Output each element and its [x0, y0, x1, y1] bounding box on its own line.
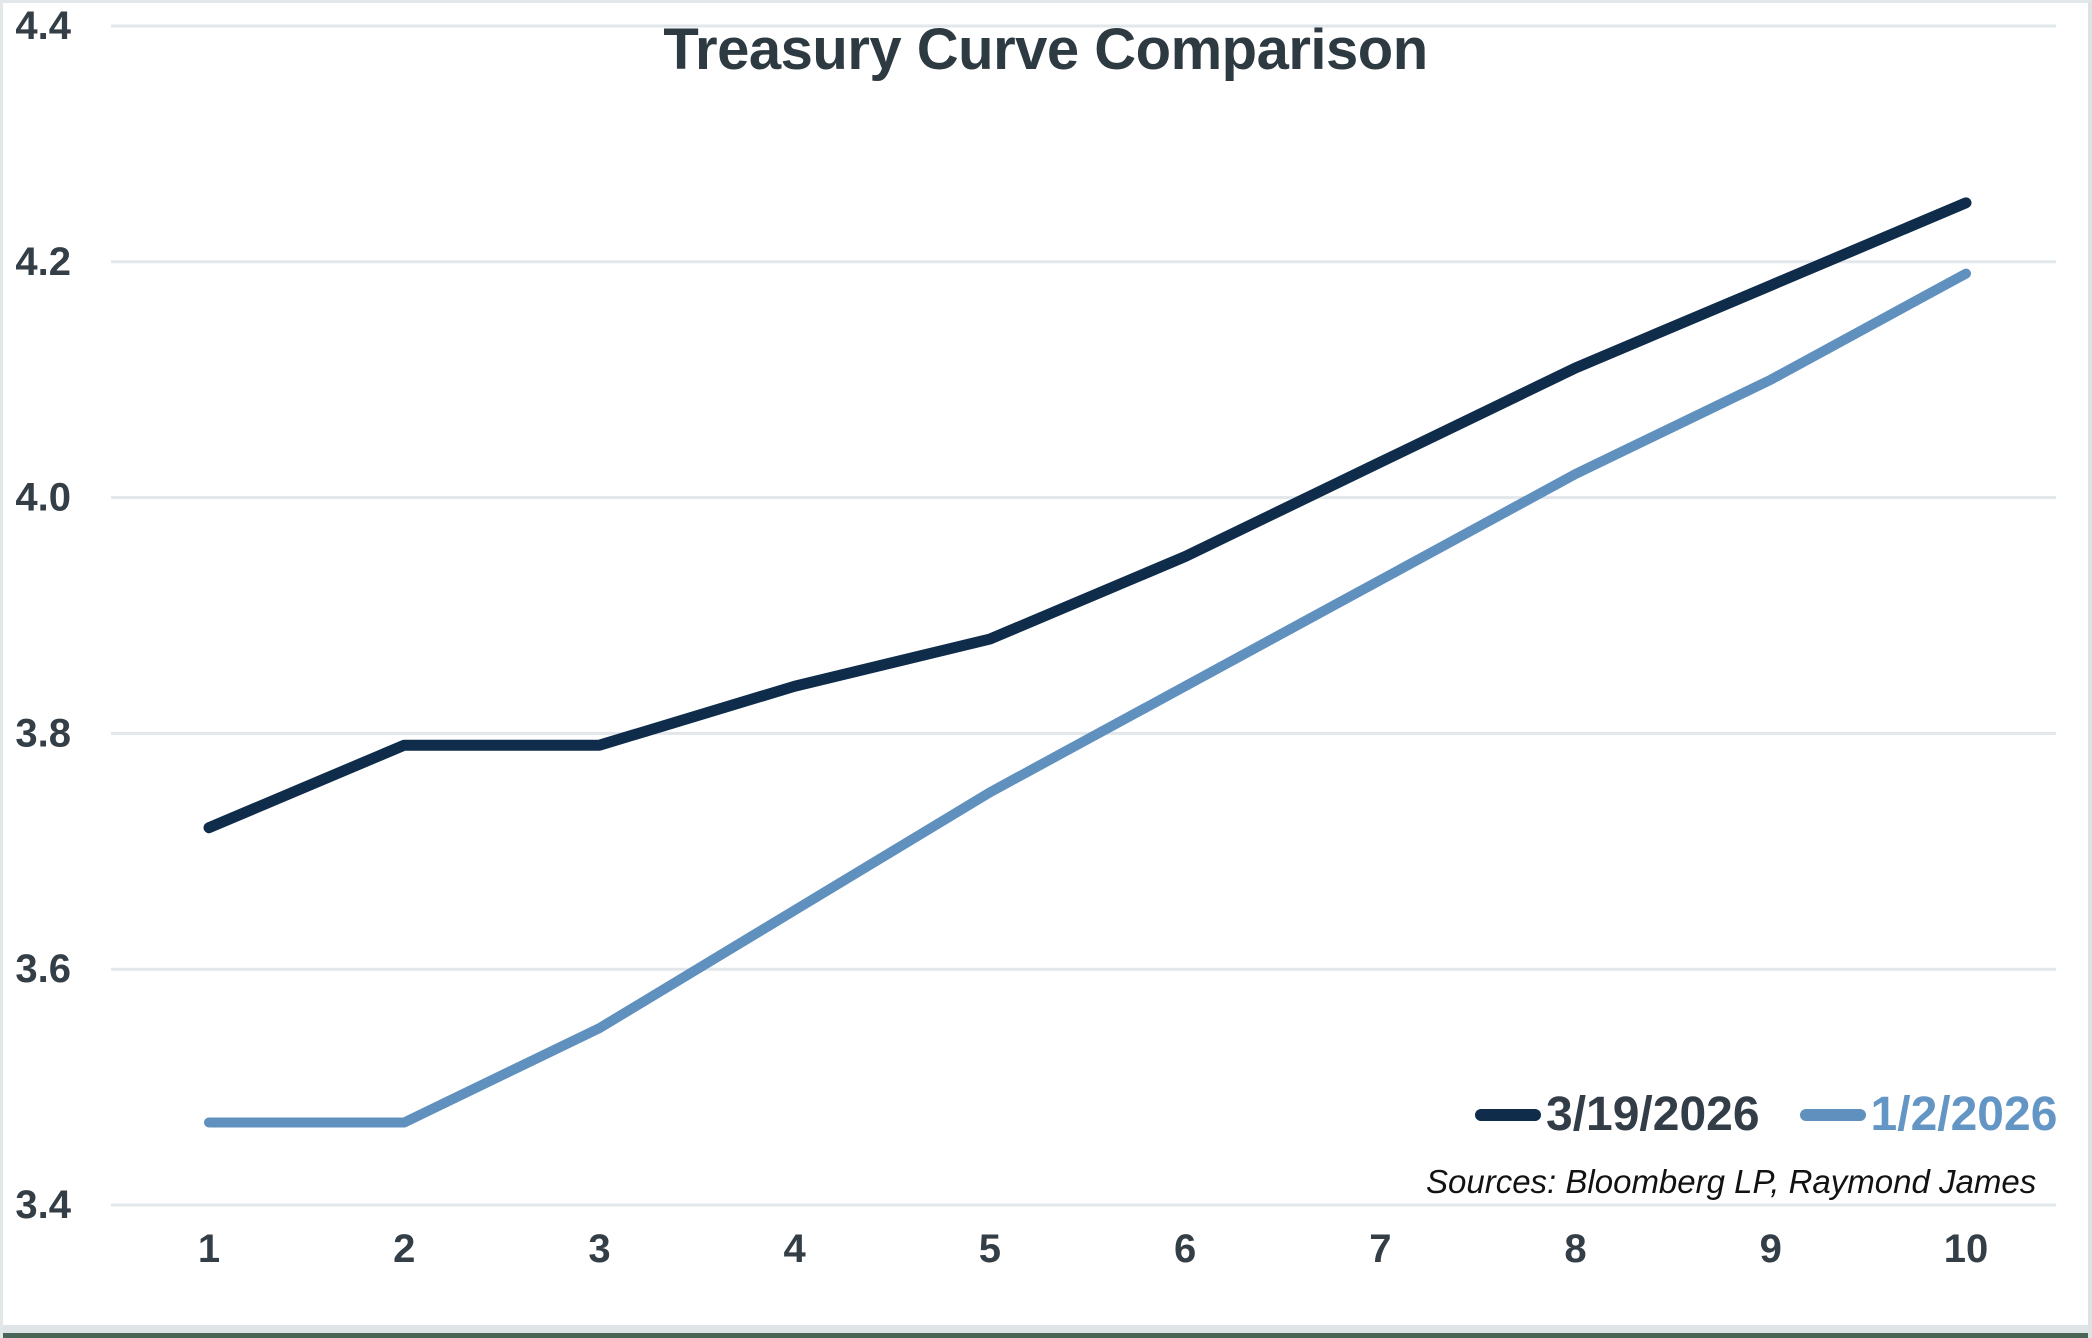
x-tick-label: 3	[588, 1227, 610, 1271]
legend-label-series-0: 3/19/2026	[1546, 1088, 1760, 1141]
legend-label-series-1: 1/2/2026	[1870, 1088, 2058, 1141]
y-tick-label: 4.4	[15, 4, 71, 48]
series-line-0	[203, 197, 1972, 834]
legend-swatch-series-1	[1799, 1108, 1866, 1121]
x-tick-label: 4	[784, 1227, 807, 1271]
x-tick-label: 8	[1564, 1227, 1586, 1271]
y-tick-label: 3.4	[15, 1183, 71, 1227]
y-tick-label: 3.6	[15, 947, 71, 991]
x-tick-label: 5	[979, 1227, 1001, 1271]
x-tick-label: 9	[1760, 1227, 1782, 1271]
series-line-1	[204, 268, 1971, 1128]
treasury-curve-line-chart: 4.4 4.2 4.0 3.8 3.6 3.4 1 2 3 4 5 6 7 8 9 10	[15, 4, 2056, 1271]
legend-swatch-series-0	[1475, 1108, 1541, 1121]
y-tick-label: 4.0	[15, 476, 71, 520]
y-tick-label: 3.8	[15, 711, 71, 755]
sources-note: Sources: Bloomberg LP, Raymond James	[1426, 1163, 2037, 1200]
bottom-edge-dark	[3, 1333, 2088, 1338]
x-tick-label: 1	[198, 1227, 220, 1271]
x-tick-label: 7	[1369, 1227, 1391, 1271]
chart-title: Treasury Curve Comparison	[663, 17, 1428, 82]
x-tick-label: 10	[1944, 1227, 1989, 1271]
x-tick-label: 6	[1174, 1227, 1196, 1271]
bottom-edge-light	[3, 1325, 2088, 1333]
y-tick-label: 4.2	[15, 240, 71, 284]
x-tick-label: 2	[393, 1227, 415, 1271]
chart-legend: 3/19/2026 1/2/2026	[1475, 1087, 2057, 1142]
